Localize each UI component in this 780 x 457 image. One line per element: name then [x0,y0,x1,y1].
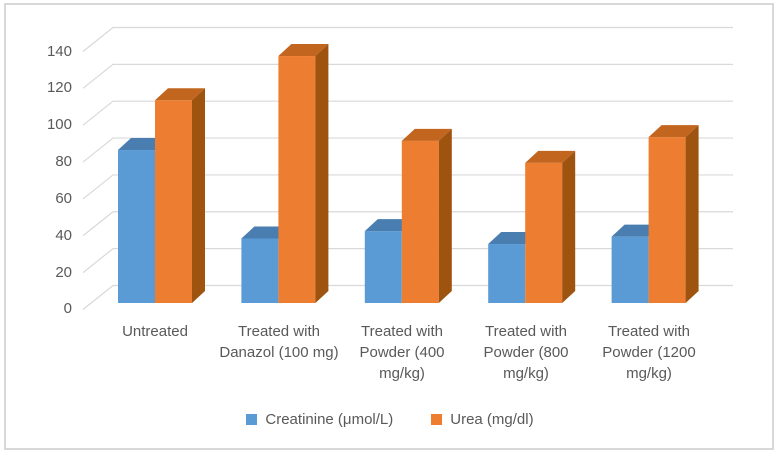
y-tick-label: 140 [46,43,72,60]
y-tick-label: 80 [55,153,72,170]
bar-front [611,236,649,303]
bar-front [278,56,316,304]
bar-top [278,44,329,57]
y-tick-label: 60 [55,190,72,207]
legend: Creatinine (μmol/L) Urea (mg/dl) [0,411,780,428]
gridline [82,63,733,89]
legend-marker-urea [431,414,443,425]
bar-front [241,238,279,303]
bar-side [685,125,699,303]
y-tick-label: 0 [63,300,72,317]
y-tick-label: 100 [46,116,72,133]
legend-marker-creatinine [246,414,258,425]
category-label: Untreated [122,323,188,340]
gridline [82,26,733,52]
category-label: Treated with Powder (400 mg/kg) [359,323,445,382]
gridline [82,137,733,163]
bar-front [648,137,686,303]
bar-top [525,150,576,163]
bar-side [192,88,205,304]
bar-front [525,162,563,303]
bar-top [155,88,205,101]
bar-front [364,231,402,303]
category-label: Treated with Powder (800 mg/kg) [483,323,569,382]
legend-item-creatinine: Creatinine (μmol/L) [246,411,393,428]
legend-label: Creatinine (μmol/L) [265,411,394,428]
legend-label: Urea (mg/dl) [450,411,534,428]
bar-top [401,128,452,141]
y-tick-label: 120 [46,79,72,96]
bar-front [401,140,439,303]
bar-top [648,125,699,138]
bar-front [155,100,192,304]
bar-front [118,150,155,303]
category-label: Treated with Danazol (100 mg) [219,323,339,361]
y-tick-label: 20 [55,264,72,281]
gridline [82,100,733,126]
bar-side [438,128,452,303]
bar-front [488,244,526,303]
bar-side [562,150,576,303]
legend-item-urea: Urea (mg/dl) [431,411,534,428]
bar-side [315,44,329,304]
category-label: Treated with Powder (1200 mg/kg) [602,323,696,382]
y-tick-label: 40 [55,227,72,244]
